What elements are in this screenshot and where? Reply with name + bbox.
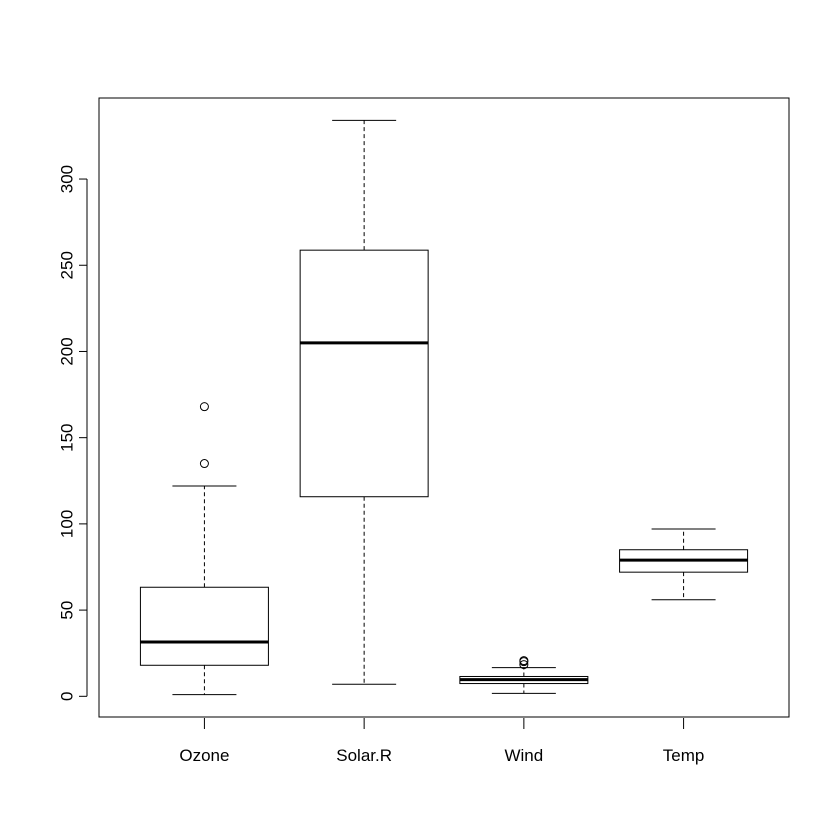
- box-ozone: [139, 402, 269, 696]
- x-tick-label: Temp: [663, 746, 705, 765]
- outlier-point: [519, 656, 529, 666]
- outlier-point: [199, 402, 209, 412]
- outlier-point: [519, 660, 529, 670]
- x-tick-label: Ozone: [179, 746, 229, 765]
- box-wind: [459, 656, 589, 694]
- box-solar-r: [299, 119, 429, 685]
- iqr-box: [139, 586, 269, 666]
- y-tick-label: 100: [58, 510, 77, 538]
- boxes: [139, 119, 749, 696]
- y-tick-label: 0: [58, 692, 77, 701]
- y-tick-label: 50: [58, 601, 77, 620]
- y-tick-label: 200: [58, 337, 77, 365]
- y-tick-label: 150: [58, 423, 77, 451]
- y-tick-label: 300: [58, 165, 77, 193]
- outlier-point: [199, 459, 209, 469]
- x-tick-label: Wind: [504, 746, 543, 765]
- plot-frame: [98, 97, 790, 718]
- x-axis: Ozone Solar.R Wind Temp: [179, 718, 704, 765]
- iqr-box: [299, 249, 429, 498]
- x-tick-label: Solar.R: [336, 746, 392, 765]
- y-axis: 0 50 100 150 200 250 300: [58, 165, 88, 701]
- y-tick-label: 250: [58, 251, 77, 279]
- box-temp: [619, 528, 749, 601]
